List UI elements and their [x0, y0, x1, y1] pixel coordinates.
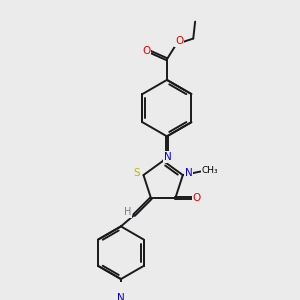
Text: O: O — [193, 193, 201, 203]
Text: O: O — [175, 36, 183, 46]
Text: H: H — [124, 207, 131, 217]
Text: N: N — [184, 168, 192, 178]
Text: CH₃: CH₃ — [202, 166, 218, 175]
Text: N: N — [164, 152, 172, 162]
Text: O: O — [142, 46, 150, 56]
Text: N: N — [117, 293, 125, 300]
Text: S: S — [134, 168, 140, 178]
